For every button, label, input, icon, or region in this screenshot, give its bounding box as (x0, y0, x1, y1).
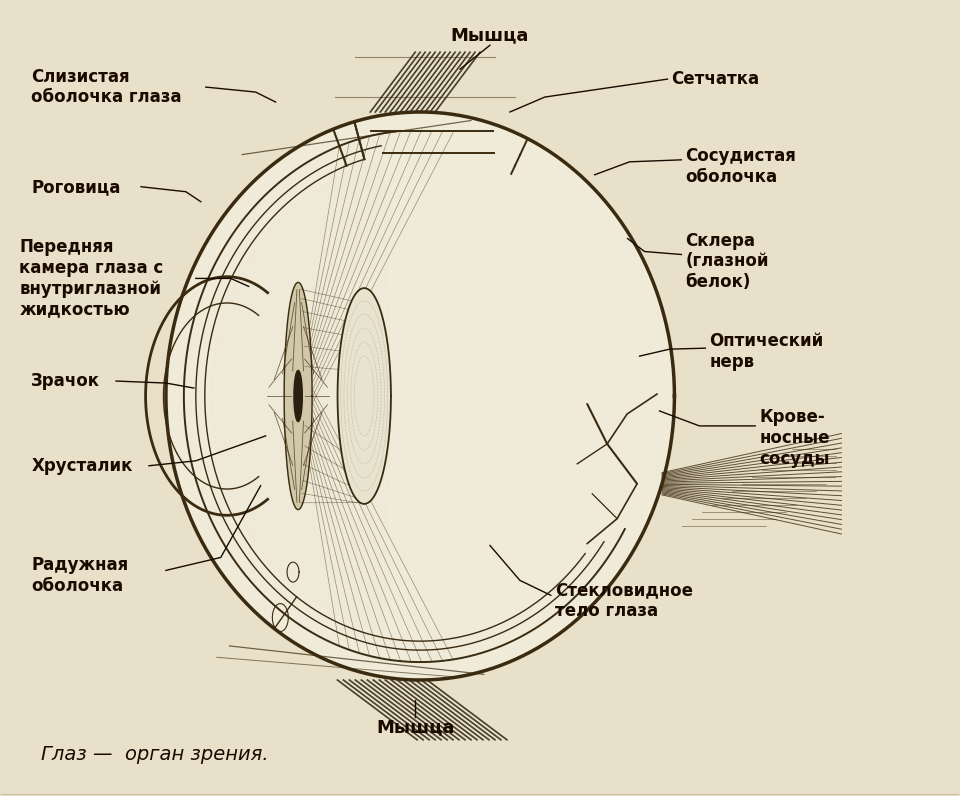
Text: Сосудистая
оболочка: Сосудистая оболочка (685, 147, 796, 186)
Text: Слизистая
оболочка глаза: Слизистая оболочка глаза (32, 68, 181, 107)
Text: Оптический
нерв: Оптический нерв (709, 332, 824, 371)
Polygon shape (294, 370, 302, 422)
Polygon shape (338, 288, 391, 504)
Text: Мышца: Мышца (376, 718, 454, 736)
Text: Хрусталик: Хрусталик (32, 457, 132, 474)
Text: Крове-
носные
сосуды: Крове- носные сосуды (759, 408, 829, 468)
Text: Глаз —  орган зрения.: Глаз — орган зрения. (41, 745, 269, 764)
Polygon shape (284, 283, 312, 509)
Text: Сетчатка: Сетчатка (671, 70, 759, 88)
Text: Передняя
камера глаза с
внутриглазной
жидкостью: Передняя камера глаза с внутриглазной жи… (19, 238, 163, 318)
Polygon shape (211, 162, 391, 630)
Text: Радужная
оболочка: Радужная оболочка (32, 556, 129, 595)
Text: Склера
(глазной
белок): Склера (глазной белок) (685, 232, 769, 291)
Text: Зрачок: Зрачок (32, 372, 100, 390)
Text: Стекловидное
тело глаза: Стекловидное тело глаза (555, 581, 693, 620)
Text: Роговица: Роговица (32, 178, 121, 196)
Polygon shape (166, 112, 675, 680)
Text: Мышца: Мышца (451, 26, 529, 45)
